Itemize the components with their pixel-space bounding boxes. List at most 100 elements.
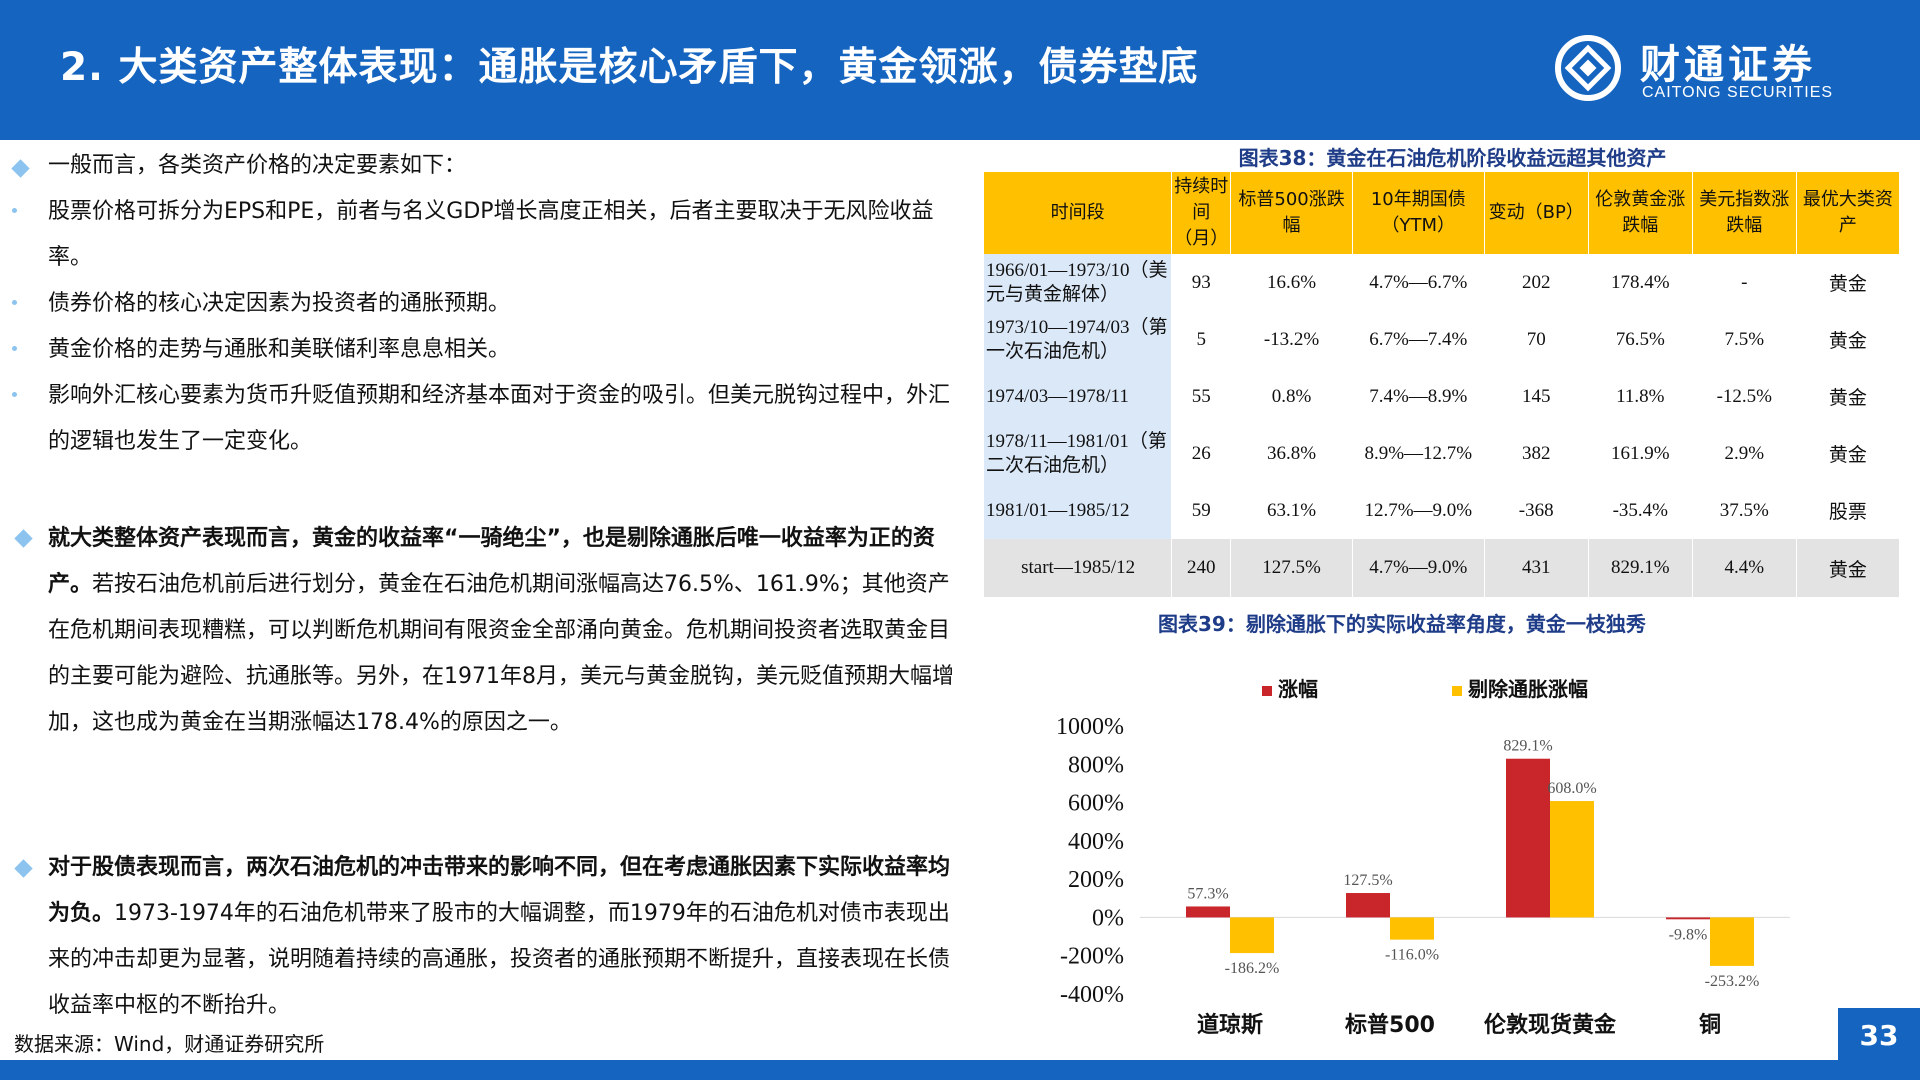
cell-period: start—1985/12 <box>984 539 1173 597</box>
cell-bp: 145 <box>1484 368 1589 425</box>
cell-best: 股票 <box>1796 482 1901 539</box>
bar <box>1506 758 1550 918</box>
y-tick-label: 400% <box>1068 829 1124 855</box>
diamond-bullet-icon <box>14 529 33 548</box>
x-category-label: 铜 <box>1699 1012 1721 1038</box>
cell-best: 黄金 <box>1796 254 1901 311</box>
col-header-treasury: 10年期国债（YTM） <box>1352 172 1485 254</box>
legend-swatch <box>1262 686 1272 696</box>
table-row: 1974/03—1978/11 55 0.8% 7.4%—8.9% 145 11… <box>984 368 1901 425</box>
cell-duration: 5 <box>1171 311 1232 368</box>
data-label: 57.3% <box>1187 885 1228 902</box>
data-label: -186.2% <box>1225 960 1280 977</box>
col-header-sp500: 标普500涨跌幅 <box>1230 172 1353 254</box>
bar <box>1390 917 1434 940</box>
cell-period: 1974/03—1978/11 <box>984 368 1173 425</box>
paragraph-stockbond-rest: 1973-1974年的石油危机带来了股市的大幅调整，而1979年的石油危机对债市… <box>48 901 951 1018</box>
cell-bp: 382 <box>1484 425 1589 482</box>
cell-period: 1966/01—1973/10（美元与黄金解体） <box>984 254 1173 311</box>
cell-treasury: 4.7%—6.7% <box>1352 254 1485 311</box>
col-header-gold: 伦敦黄金涨跌幅 <box>1588 172 1693 254</box>
cell-treasury: 12.7%—9.0% <box>1352 482 1485 539</box>
cell-usd: 37.5% <box>1692 482 1797 539</box>
cell-usd: - <box>1692 254 1797 311</box>
bar <box>1666 917 1710 920</box>
y-tick-label: -200% <box>1060 944 1124 970</box>
bar <box>1230 917 1274 954</box>
company-logo: 财通证券 CAITONG SECURITIES <box>1548 28 1888 108</box>
data-label: -253.2% <box>1705 973 1760 990</box>
cell-bp: 202 <box>1484 254 1589 311</box>
cell-period: 1981/01—1985/12 <box>984 482 1173 539</box>
cell-gold: -35.4% <box>1588 482 1693 539</box>
cell-bp: -368 <box>1484 482 1589 539</box>
cell-bp: 70 <box>1484 311 1589 368</box>
paragraph-stockbond-bold: 对于股债表现而言，两次石油危机的冲击带来的影响不同，但在考虑通胀因素下实际收益率… <box>48 855 951 926</box>
cell-treasury: 8.9%—12.7% <box>1352 425 1485 482</box>
paragraph-stock-bond: 对于股债表现而言，两次石油危机的冲击带来的影响不同，但在考虑通胀因素下实际收益率… <box>48 845 958 1029</box>
cell-gold: 829.1% <box>1588 539 1693 597</box>
cell-sp500: 127.5% <box>1230 539 1353 597</box>
y-tick-label: 600% <box>1068 791 1124 817</box>
table-row: 1981/01—1985/12 59 63.1% 12.7%—9.0% -368… <box>984 482 1901 539</box>
data-label: 608.0% <box>1547 780 1596 797</box>
data-label: 127.5% <box>1343 872 1392 889</box>
cell-usd: 2.9% <box>1692 425 1797 482</box>
cell-best: 黄金 <box>1796 311 1901 368</box>
x-category-label: 标普500 <box>1345 1012 1435 1038</box>
cell-treasury: 4.7%—9.0% <box>1352 539 1485 597</box>
cell-best: 黄金 <box>1796 539 1901 597</box>
cell-duration: 55 <box>1171 368 1232 425</box>
page-title: 2. 大类资产整体表现：通胀是核心矛盾下，黄金领涨，债券垫底 <box>60 45 1199 90</box>
cell-duration: 93 <box>1171 254 1232 311</box>
x-category-label: 道琼斯 <box>1197 1012 1263 1038</box>
table-row: 1973/10—1974/03（第一次石油危机） 5 -13.2% 6.7%—7… <box>984 311 1901 368</box>
cell-period: 1973/10—1974/03（第一次石油危机） <box>984 311 1173 368</box>
dot-bullet-icon <box>12 392 17 397</box>
cell-treasury: 6.7%—7.4% <box>1352 311 1485 368</box>
y-tick-label: 0% <box>1092 905 1124 931</box>
col-header-bp-change: 变动（BP） <box>1484 172 1589 254</box>
table-row: 1978/11—1981/01（第二次石油危机） 26 36.8% 8.9%—1… <box>984 425 1901 482</box>
bar <box>1346 893 1390 918</box>
chart-caption: 图表39：剔除通胀下的实际收益率角度，黄金一枝独秀 <box>1158 612 1646 636</box>
col-header-period: 时间段 <box>984 172 1173 254</box>
cell-gold: 76.5% <box>1588 311 1693 368</box>
real-return-bar-chart: 涨幅 剔除通胀涨幅 1000% 800% 600% 400% 200% 0% -200% -400… <box>1056 677 1790 1038</box>
cell-duration: 240 <box>1171 539 1232 597</box>
legend-label: 涨幅 <box>1278 677 1318 701</box>
data-label: -116.0% <box>1385 947 1439 964</box>
cell-gold: 11.8% <box>1588 368 1693 425</box>
cell-sp500: 63.1% <box>1230 482 1353 539</box>
dot-bullet-icon <box>12 300 17 305</box>
cell-usd: -12.5% <box>1692 368 1797 425</box>
paragraph-asset-rest: 若按石油危机前后进行划分，黄金在石油危机期间涨幅高达76.5%、161.9%；其… <box>48 572 954 735</box>
logo-text-en: CAITONG SECURITIES <box>1642 84 1834 101</box>
bar <box>1186 906 1230 918</box>
data-label: 829.1% <box>1503 738 1552 755</box>
legend-label: 剔除通胀涨幅 <box>1467 677 1588 701</box>
cell-sp500: 0.8% <box>1230 368 1353 425</box>
cell-gold: 161.9% <box>1588 425 1693 482</box>
cell-sp500: 16.6% <box>1230 254 1353 311</box>
paragraph-bond: 债券价格的核心决定因素为投资者的通胀预期。 <box>48 291 511 316</box>
paragraph-fx: 影响外汇核心要素为货币升贬值预期和经济基本面对于资金的吸引。但美元脱钩过程中，外… <box>48 383 951 454</box>
table-header-row: 时间段 持续时间（月） 标普500涨跌幅 10年期国债（YTM） 变动（BP） … <box>984 172 1901 254</box>
cell-duration: 59 <box>1171 482 1232 539</box>
cell-sp500: -13.2% <box>1230 311 1353 368</box>
caitong-logo-icon <box>1555 35 1621 101</box>
logo-text-cn: 财通证券 <box>1640 42 1816 88</box>
dot-bullet-icon <box>12 346 17 351</box>
cell-treasury: 7.4%—8.9% <box>1352 368 1485 425</box>
bar <box>1710 917 1754 966</box>
asset-returns-table: 时间段 持续时间（月） 标普500涨跌幅 10年期国债（YTM） 变动（BP） … <box>984 172 1901 597</box>
table-caption: 图表38：黄金在石油危机阶段收益远超其他资产 <box>1238 146 1667 170</box>
cell-best: 黄金 <box>1796 425 1901 482</box>
paragraph-asset-bold: 就大类整体资产表现而言，黄金的收益率“一骑绝尘”，也是剔除通胀后唯一收益率为正的… <box>48 526 935 597</box>
paragraph-stock: 股票价格可拆分为EPS和PE，前者与名义GDP增长高度正相关，后者主要取决于无风… <box>48 199 934 270</box>
x-category-label: 伦敦现货黄金 <box>1484 1012 1617 1038</box>
dot-bullet-icon <box>12 208 17 213</box>
cell-period: 1978/11—1981/01（第二次石油危机） <box>984 425 1173 482</box>
y-tick-label: 1000% <box>1056 714 1124 740</box>
diamond-bullet-icon <box>14 859 33 878</box>
